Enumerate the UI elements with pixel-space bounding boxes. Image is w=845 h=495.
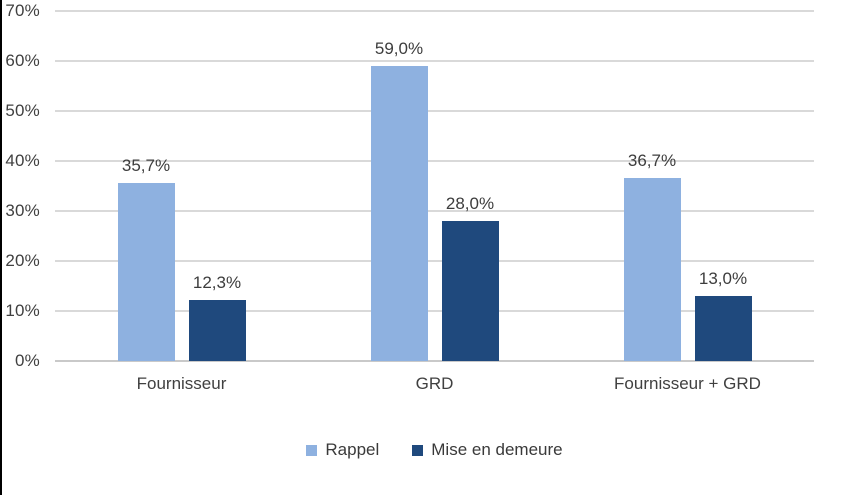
legend: Rappel Mise en demeure — [55, 440, 814, 460]
y-axis-tick-label: 60% — [5, 51, 40, 70]
bar-value-label-mise-en-demeure-grd: 28,0% — [445, 194, 495, 213]
y-axis-tick-label: 50% — [5, 101, 40, 120]
y-axis-tick-label: 30% — [5, 201, 40, 220]
bar-value-label-rappel-fournisseur: 35,7% — [121, 155, 171, 175]
gridline — [55, 60, 814, 62]
x-axis-category-label-fournisseur: Fournisseur — [136, 374, 227, 393]
gridline — [55, 160, 814, 162]
bar-value-label-rappel-fournisseur-grd: 36,7% — [627, 150, 677, 170]
legend-swatch-rappel — [306, 444, 318, 456]
x-axis-line — [55, 360, 814, 362]
legend-label-mise-en-demeure: Mise en demeure — [431, 440, 563, 459]
legend-swatch-mise-en-demeure — [412, 444, 424, 456]
gridline — [55, 310, 814, 312]
gridline — [55, 260, 814, 262]
gridline — [55, 10, 814, 12]
x-axis-category-label-fournisseur-grd: Fournisseur + GRD — [614, 374, 761, 393]
x-axis-category-label-grd: GRD — [415, 374, 454, 393]
legend-item-rappel: Rappel — [306, 440, 379, 460]
bar-rappel-grd — [370, 66, 428, 361]
y-axis-tick-label: 10% — [5, 301, 40, 320]
bar-mise-en-demeure-grd — [441, 221, 499, 361]
y-axis-tick-label: 70% — [5, 1, 40, 20]
bar-mise-en-demeure-fournisseur — [188, 299, 246, 361]
y-axis-tick-label: 40% — [5, 151, 40, 170]
gridline — [55, 110, 814, 112]
bar-value-label-rappel-grd: 59,0% — [374, 39, 424, 58]
bar-value-label-mise-en-demeure-fournisseur: 12,3% — [192, 272, 242, 292]
gridline — [55, 210, 814, 212]
y-axis-tick-label: 0% — [15, 351, 40, 370]
legend-label-rappel: Rappel — [325, 440, 380, 459]
y-axis-tick-label: 20% — [5, 251, 40, 270]
bar-rappel-fournisseur — [117, 182, 175, 361]
bar-mise-en-demeure-fournisseur-grd — [694, 296, 752, 361]
bar-value-label-mise-en-demeure-fournisseur-grd: 13,0% — [698, 269, 748, 288]
legend-item-mise-en-demeure: Mise en demeure — [412, 440, 563, 460]
bar-rappel-fournisseur-grd — [623, 177, 681, 361]
frame-left-border — [0, 0, 2, 495]
